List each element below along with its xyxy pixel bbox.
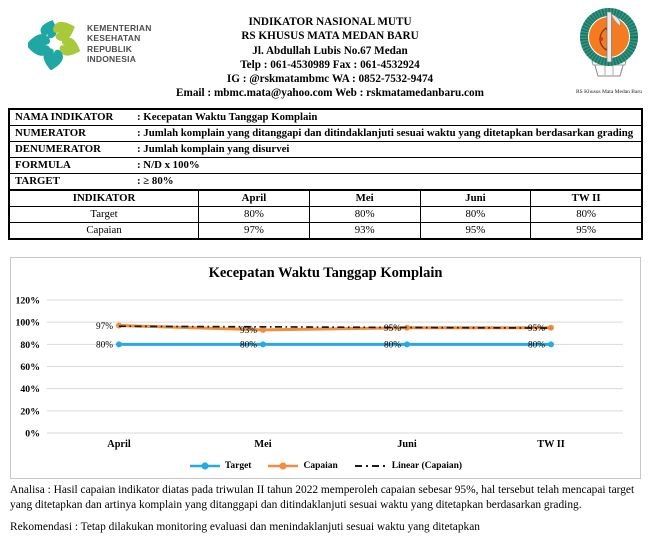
y-tick-label: 100% — [16, 318, 41, 329]
column-header: Juni — [419, 189, 532, 207]
ministry-line: KEMENTERIAN — [87, 22, 152, 33]
info-label: FORMULA — [9, 157, 137, 174]
table-header-row: INDIKATOR April Mei Juni TW II — [8, 189, 643, 207]
indicator-tables: NAMA INDIKATOR : Kecepatan Waktu Tanggap… — [8, 108, 643, 240]
indicator-info-table: NAMA INDIKATOR : Kecepatan Waktu Tanggap… — [8, 108, 643, 191]
y-tick-label: 40% — [20, 384, 40, 395]
info-value: : Kecepatan Waktu Tanggap Komplain — [137, 108, 642, 126]
hospital-logo-caption: RS Khusus Mata Medan Baru — [576, 89, 642, 95]
letterhead-line: Email : mbmc.mata@yahoo.com Web : rskmat… — [176, 87, 484, 100]
recommendation-text: Rekomendasi : Tetap dilakukan monitoring… — [10, 521, 481, 533]
legend-item-capaian: Capaian — [267, 461, 338, 471]
cell-value: 80% — [530, 206, 643, 223]
data-label: 95% — [384, 324, 401, 334]
legend-item-linear-capaian: Linear (Capaian) — [354, 461, 462, 471]
data-label: 80% — [528, 341, 545, 351]
letterhead-line: IG : @rskmatambmc WA : 0852-7532-9474 — [226, 73, 434, 86]
ministry-line: KESEHATAN — [87, 33, 141, 43]
column-header: Mei — [308, 189, 421, 207]
table-row: TARGET : ≥ 80% — [9, 173, 642, 191]
target-marker — [260, 341, 266, 348]
y-tick-label: 120% — [16, 296, 41, 307]
table-row: DENUMERATOR : Jumlah komplain yang disur… — [9, 141, 642, 158]
cell-value: 80% — [198, 206, 310, 223]
legend-item-target: Target — [189, 461, 252, 471]
letterhead-line: Jl. Abdullah Lubis No.67 Medan — [252, 44, 408, 57]
chart-title: Kecepatan Waktu Tanggap Komplain — [208, 265, 443, 281]
letterhead-line: RS KHUSUS MATA MEDAN BARU — [241, 30, 419, 43]
info-value: : N/D x 100% — [137, 157, 642, 174]
cell-value: 80% — [308, 206, 421, 223]
data-label: 95% — [528, 324, 545, 334]
chart-panel: Kecepatan Waktu Tanggap Komplain 120% 100… — [10, 257, 641, 479]
line-chart: 120% 100% 80% 60% 40% 20% 0% April Mei Juni TW II 8… — [16, 296, 623, 450]
column-header: April — [198, 189, 310, 207]
y-tick-label: 80% — [20, 340, 40, 351]
cell-value: 97% — [198, 222, 310, 240]
hospital-logo-icon — [580, 8, 638, 77]
target-marker — [548, 341, 554, 348]
ministry-label: KEMENTERIAN KESEHATAN REPUBLIK INDONESIA — [87, 23, 152, 65]
trendline-swatch-icon — [354, 465, 387, 467]
info-value: : Jumlah komplain yang disurvei — [137, 141, 642, 158]
column-header: TW II — [530, 189, 643, 207]
legend-label: Target — [224, 461, 252, 471]
table-row: Target 80% 80% 80% 80% — [8, 206, 643, 223]
analysis-text: Analisa : Hasil capaian indikator diatas… — [10, 484, 635, 511]
capaian-marker — [260, 326, 266, 333]
hospital-logo-block: RS Khusus Mata Medan Baru — [570, 6, 648, 95]
data-label: 97% — [96, 322, 113, 332]
ministry-line: INDONESIA — [87, 54, 137, 64]
target-marker — [116, 341, 122, 348]
info-label: DENUMERATOR — [9, 141, 137, 158]
capaian-series-swatch-icon — [268, 462, 299, 470]
capaian-marker — [404, 324, 410, 331]
x-axis-label: Juni — [397, 439, 417, 450]
x-axis-label: Mei — [254, 439, 271, 450]
cell-value: 95% — [419, 222, 532, 240]
ministry-line: REPUBLIK — [87, 43, 133, 54]
row-label: Capaian — [8, 222, 200, 240]
table-row: FORMULA : N/D x 100% — [9, 157, 642, 174]
letterhead-line: Telp : 061-4530989 Fax : 061-4532924 — [240, 58, 420, 71]
x-axis-label: TW II — [537, 439, 565, 450]
legend-label: Capaian — [303, 461, 338, 471]
cell-value: 93% — [308, 222, 421, 240]
ministry-of-health-icon — [28, 20, 80, 71]
cell-value: 80% — [419, 206, 532, 223]
x-axis-label: April — [107, 439, 131, 450]
cell-value: 95% — [530, 222, 643, 240]
info-value: : Jumlah komplain yang ditanggapi dan di… — [137, 125, 642, 142]
target-series-swatch-icon — [189, 462, 220, 470]
target-marker — [404, 341, 410, 348]
column-header: INDIKATOR — [8, 189, 200, 207]
y-tick-label: 0% — [25, 429, 40, 440]
analysis-section: Analisa : Hasil capaian indikator diatas… — [10, 483, 646, 539]
table-row: NAMA INDIKATOR : Kecepatan Waktu Tanggap… — [9, 108, 642, 126]
data-label: 80% — [240, 341, 257, 351]
data-label: 93% — [240, 326, 257, 336]
info-value: : ≥ 80% — [137, 173, 642, 191]
letterhead-line: INDIKATOR NASIONAL MUTU — [248, 16, 412, 28]
info-label: TARGET — [9, 173, 137, 191]
indicator-values-table: INDIKATOR April Mei Juni TW II Target 80… — [8, 189, 643, 240]
chart-legend: Target Capaian Linear (Capaian) — [11, 461, 640, 471]
ministry-logo-block: KEMENTERIAN KESEHATAN REPUBLIK INDONESIA — [28, 16, 152, 71]
row-label: Target — [8, 206, 200, 223]
table-row: Capaian 97% 93% 95% 95% — [8, 222, 643, 240]
trendline — [118, 325, 552, 329]
table-row: NUMERATOR : Jumlah komplain yang ditangg… — [9, 125, 642, 142]
legend-label: Linear (Capaian) — [391, 461, 463, 471]
y-tick-label: 20% — [20, 406, 40, 417]
letterhead: INDIKATOR NASIONAL MUTU RS KHUSUS MATA M… — [130, 15, 530, 101]
data-label: 80% — [384, 341, 401, 351]
info-label: NAMA INDIKATOR — [9, 108, 137, 126]
data-label: 80% — [96, 341, 113, 351]
info-label: NUMERATOR — [9, 125, 137, 142]
y-tick-label: 60% — [20, 362, 40, 373]
